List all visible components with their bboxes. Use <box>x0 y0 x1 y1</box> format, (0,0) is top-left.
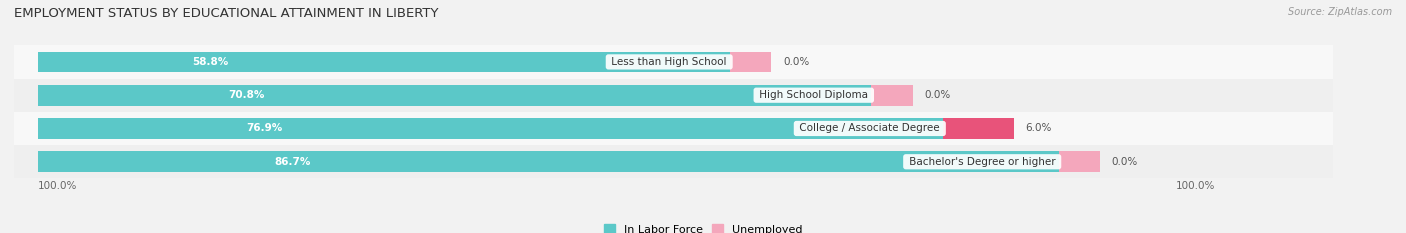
Text: 76.9%: 76.9% <box>246 123 283 134</box>
Bar <box>872 85 912 106</box>
Text: 100.0%: 100.0% <box>1175 181 1215 191</box>
Text: High School Diploma: High School Diploma <box>756 90 872 100</box>
Text: 100.0%: 100.0% <box>38 181 77 191</box>
Text: Bachelor's Degree or higher: Bachelor's Degree or higher <box>905 157 1059 167</box>
Bar <box>0 45 1333 79</box>
Bar <box>0 112 1333 145</box>
Legend: In Labor Force, Unemployed: In Labor Force, Unemployed <box>599 220 807 233</box>
Text: College / Associate Degree: College / Associate Degree <box>796 123 943 134</box>
Text: Source: ZipAtlas.com: Source: ZipAtlas.com <box>1288 7 1392 17</box>
Bar <box>38 85 872 106</box>
Bar <box>38 118 943 139</box>
Text: 0.0%: 0.0% <box>924 90 950 100</box>
Bar <box>38 151 1059 172</box>
Text: 6.0%: 6.0% <box>1026 123 1052 134</box>
Bar <box>943 118 1014 139</box>
Text: 0.0%: 0.0% <box>1112 157 1137 167</box>
Text: 58.8%: 58.8% <box>193 57 229 67</box>
Bar <box>730 51 772 72</box>
Bar <box>0 79 1333 112</box>
Text: Less than High School: Less than High School <box>609 57 730 67</box>
Text: 86.7%: 86.7% <box>274 157 311 167</box>
Text: 70.8%: 70.8% <box>228 90 264 100</box>
Bar <box>1059 151 1099 172</box>
Text: EMPLOYMENT STATUS BY EDUCATIONAL ATTAINMENT IN LIBERTY: EMPLOYMENT STATUS BY EDUCATIONAL ATTAINM… <box>14 7 439 20</box>
Text: 0.0%: 0.0% <box>783 57 810 67</box>
Bar <box>0 145 1333 178</box>
Bar <box>38 51 730 72</box>
